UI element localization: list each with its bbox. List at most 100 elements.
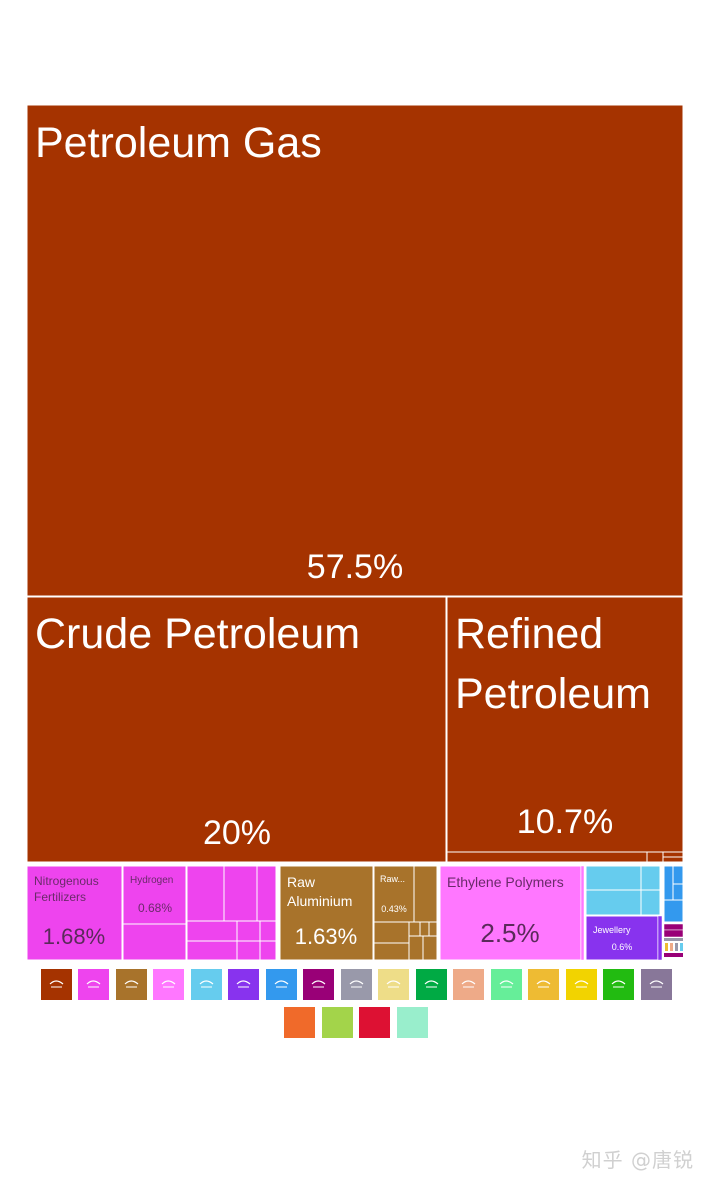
tile-ethylene-polymers[interactable] bbox=[439, 865, 582, 961]
tile-small-mineral-4[interactable] bbox=[662, 856, 684, 863]
legend-weapon-icon[interactable] bbox=[284, 1007, 316, 1038]
legend-gem-icon[interactable] bbox=[228, 969, 259, 1000]
legend-plastic-icon[interactable] bbox=[153, 969, 184, 1000]
legend-plant-icon[interactable] bbox=[321, 1007, 353, 1038]
tile-raw-aluminium-value: 1.63% bbox=[295, 924, 357, 949]
tile-machine-2[interactable] bbox=[672, 865, 684, 885]
legend-flag-icon[interactable] bbox=[640, 969, 672, 1000]
tile-nitrogenous-label-line2: Fertilizers bbox=[34, 890, 86, 904]
legend-vehicle-icon[interactable] bbox=[378, 969, 409, 1000]
watermark: 知乎 @唐锐 bbox=[581, 1148, 694, 1172]
tile-textile-2[interactable] bbox=[663, 929, 684, 938]
tile-chem-small-5[interactable] bbox=[186, 920, 238, 942]
tile-misc-4[interactable] bbox=[675, 943, 678, 951]
footwear-icon bbox=[574, 980, 588, 988]
tile-jewellery[interactable] bbox=[585, 915, 659, 961]
legend-misc-icon[interactable] bbox=[396, 1007, 428, 1038]
legend-art-icon[interactable] bbox=[359, 1007, 391, 1038]
stone-icon bbox=[199, 980, 213, 988]
tile-metal-small-5[interactable] bbox=[419, 921, 430, 937]
tile-chem-small-2[interactable] bbox=[186, 865, 225, 922]
tile-small-mineral-2[interactable] bbox=[646, 851, 664, 863]
tile-refined-petroleum-value: 10.7% bbox=[517, 803, 613, 841]
vehicle-icon bbox=[386, 980, 401, 988]
tile-chem-small-10[interactable] bbox=[259, 940, 277, 961]
legend-flask-icon[interactable] bbox=[78, 969, 109, 1000]
tile-raw-2-value: 0.43% bbox=[381, 904, 407, 914]
tile-metal-small-1[interactable] bbox=[413, 865, 438, 923]
tile-machine-4[interactable] bbox=[663, 899, 684, 923]
tile-metal-small-4[interactable] bbox=[408, 921, 421, 937]
tile-textile-1[interactable] bbox=[663, 923, 684, 931]
tile-machine-3[interactable] bbox=[672, 883, 684, 901]
tile-small-mineral-1[interactable] bbox=[446, 851, 648, 863]
tile-stone-3[interactable] bbox=[640, 865, 661, 891]
tile-raw-2[interactable] bbox=[373, 865, 415, 923]
tile-metal-small-7[interactable] bbox=[408, 935, 424, 961]
tile-stone-2[interactable] bbox=[585, 889, 642, 916]
tile-machine-1[interactable] bbox=[663, 865, 674, 901]
tile-gem-small[interactable] bbox=[657, 915, 663, 961]
tile-small-mineral-3[interactable] bbox=[662, 851, 684, 858]
tile-raw-2-label: Raw... bbox=[380, 874, 405, 884]
tile-stone-4[interactable] bbox=[640, 889, 661, 916]
tile-jewellery-value: 0.6% bbox=[612, 942, 633, 952]
tile-ethylene-polymers-value: 2.5% bbox=[480, 918, 539, 948]
tile-hydrogen-label: Hydrogen bbox=[130, 875, 173, 886]
food-icon bbox=[461, 980, 476, 988]
paper-icon bbox=[611, 980, 626, 988]
tile-chem-small-8[interactable] bbox=[186, 940, 238, 961]
tile-metal-small-3[interactable] bbox=[373, 942, 410, 961]
tile-crude-petroleum[interactable] bbox=[26, 596, 447, 863]
legend-textile-icon[interactable] bbox=[303, 969, 334, 1000]
tile-chem-small-1[interactable] bbox=[122, 923, 187, 961]
tile-chem-small-4[interactable] bbox=[256, 865, 277, 922]
legend-oil-derrick-icon[interactable] bbox=[40, 969, 72, 1000]
oil-derrick-icon bbox=[49, 980, 63, 988]
tile-chem-small-3[interactable] bbox=[223, 865, 258, 922]
tile-petroleum-gas-label: Petroleum Gas bbox=[35, 119, 322, 167]
legend-stone-icon[interactable] bbox=[190, 969, 222, 1000]
legend-ingot-icon[interactable] bbox=[115, 969, 147, 1000]
tile-petroleum-gas[interactable] bbox=[26, 104, 684, 597]
tile-hydrogen-value: 0.68% bbox=[138, 901, 172, 915]
tile-refined-petroleum[interactable] bbox=[446, 596, 684, 853]
legend-food-icon[interactable] bbox=[453, 969, 484, 1000]
refined-label-line1: Refined bbox=[455, 610, 603, 658]
tile-misc-6[interactable] bbox=[664, 953, 683, 957]
vegetable-icon bbox=[499, 980, 513, 988]
tile-stone-1[interactable] bbox=[585, 865, 642, 891]
tile-nitrogenous-fertilizers[interactable] bbox=[26, 865, 123, 961]
tile-misc-3[interactable] bbox=[670, 943, 673, 951]
machine-icon bbox=[274, 980, 288, 988]
furniture-icon bbox=[536, 980, 551, 988]
tile-plastic-small-1[interactable] bbox=[580, 865, 585, 961]
tile-ethylene-polymers-label: Ethylene Polymers bbox=[447, 874, 564, 890]
flask-icon bbox=[86, 980, 101, 988]
gem-icon bbox=[236, 980, 251, 988]
legend-footwear-icon[interactable] bbox=[565, 969, 597, 1000]
tile-jewellery-label: Jewellery bbox=[593, 925, 631, 935]
tile-metal-small-2[interactable] bbox=[373, 921, 410, 944]
refined-label-line2: Petroleum bbox=[455, 670, 651, 718]
tile-misc-2[interactable] bbox=[665, 943, 668, 951]
tile-hydrogen[interactable] bbox=[122, 865, 187, 925]
tile-refined-petroleum-label: Refined Petroleum bbox=[455, 610, 651, 718]
tile-metal-small-8[interactable] bbox=[422, 935, 438, 961]
instrument-icon bbox=[349, 980, 363, 988]
legend-paper-icon[interactable] bbox=[603, 969, 634, 1000]
tile-metal-small-6[interactable] bbox=[428, 921, 438, 937]
tile-chem-small-9[interactable] bbox=[236, 940, 261, 961]
tile-chem-small-7[interactable] bbox=[259, 920, 277, 942]
legend-furniture-icon[interactable] bbox=[528, 969, 559, 1000]
tile-petroleum-gas-value: 57.5% bbox=[307, 548, 403, 586]
legend-animal-icon[interactable] bbox=[415, 969, 447, 1000]
tile-raw-aluminium[interactable] bbox=[279, 865, 374, 961]
legend-machine-icon[interactable] bbox=[265, 969, 297, 1000]
tile-crude-petroleum-value: 20% bbox=[203, 814, 271, 852]
tile-misc-5[interactable] bbox=[680, 943, 683, 951]
legend-vegetable-icon[interactable] bbox=[490, 969, 522, 1000]
tile-chem-small-6[interactable] bbox=[236, 920, 261, 942]
legend-instrument-icon[interactable] bbox=[340, 969, 372, 1000]
tile-misc-1[interactable] bbox=[664, 938, 683, 941]
